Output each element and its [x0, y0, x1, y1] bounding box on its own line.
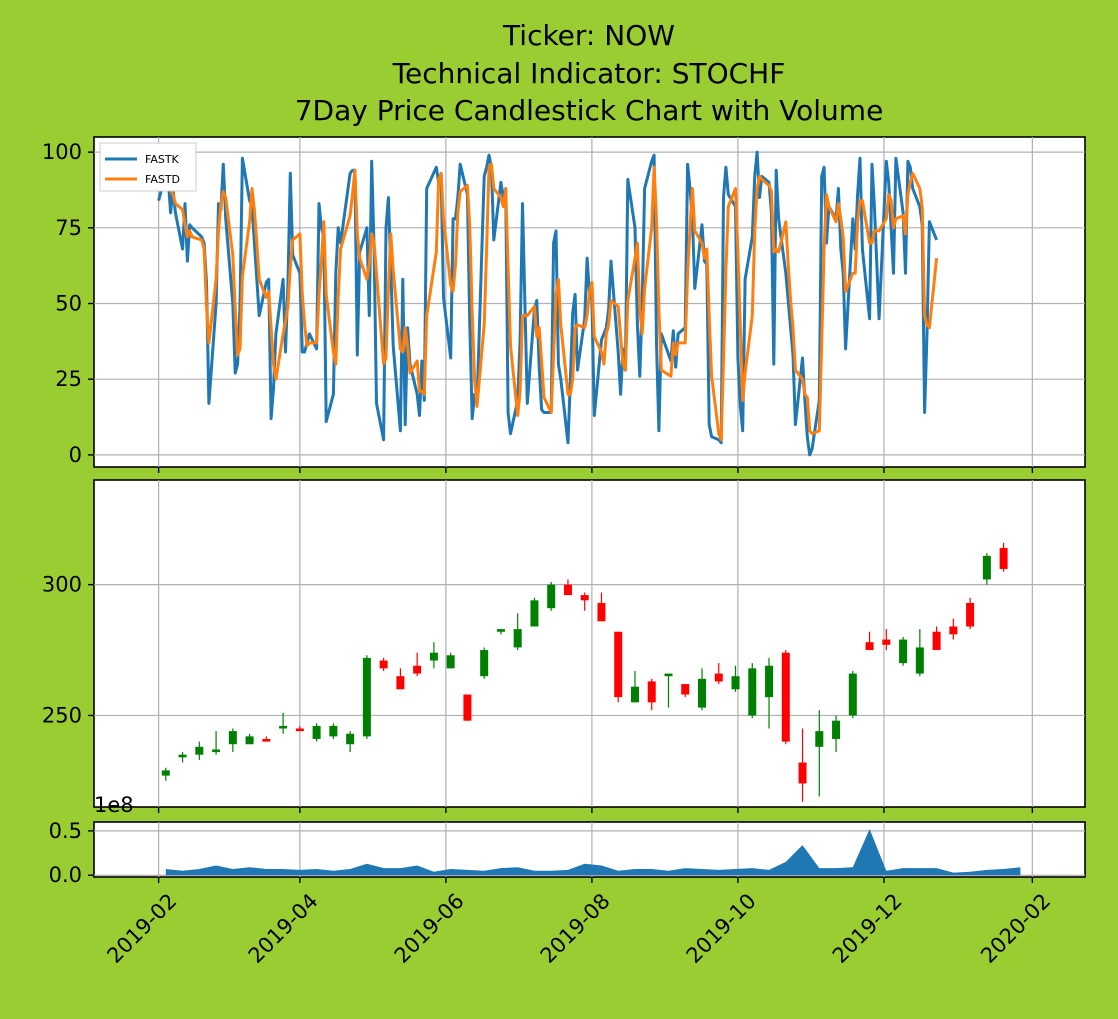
indicator-panel: 0 25 50 75 100 FASTK FASTD — [42, 136, 1086, 473]
candle-body — [329, 725, 338, 737]
candle-body — [999, 548, 1008, 569]
candle-body — [212, 749, 221, 753]
y-tick-label: 300 — [42, 573, 82, 597]
candle-body — [496, 629, 505, 632]
candle-body — [899, 639, 908, 664]
candle-body — [798, 762, 807, 784]
candle-body — [832, 720, 841, 739]
candle-body — [195, 746, 204, 755]
y-tick-label: 50 — [55, 292, 82, 316]
candle-body — [295, 728, 304, 732]
volume-panel: 0.0 0.5 1e8 — [49, 793, 1086, 887]
candle-body — [815, 731, 824, 747]
candle-body — [446, 655, 455, 669]
candle-body — [647, 681, 656, 703]
y-tick-label: 0.5 — [49, 819, 82, 843]
candle-body — [781, 652, 790, 742]
legend-box — [99, 142, 197, 192]
candle-body — [396, 676, 405, 690]
y-tick-label: 0 — [69, 443, 82, 467]
candle-body — [362, 657, 371, 737]
volume-area-fill — [165, 829, 1021, 876]
candle-body — [580, 595, 589, 601]
indicator-lines — [157, 150, 939, 457]
candle-body — [714, 673, 723, 682]
y-tick-label: 250 — [42, 703, 82, 727]
volume-area — [165, 829, 1021, 876]
candle-body — [698, 678, 707, 708]
candle-body — [848, 673, 857, 716]
candle-body — [178, 754, 187, 758]
candle-body — [429, 652, 438, 661]
candle-body — [530, 600, 539, 627]
candle-body — [731, 676, 740, 690]
candle-body — [614, 631, 623, 698]
candle-body — [765, 665, 774, 698]
candle-body — [161, 770, 170, 776]
candle-body — [463, 694, 472, 721]
candle-body — [513, 629, 522, 648]
candle-body — [982, 555, 991, 580]
candle-body — [949, 626, 958, 635]
volume-scale-label: 1e8 — [94, 793, 134, 817]
legend-fastd-label: FASTD — [145, 173, 180, 186]
chart-title-line-1: Ticker: NOW — [502, 19, 675, 52]
y-tick-label: 100 — [42, 140, 82, 164]
chart-title-line-3: 7Day Price Candlestick Chart with Volume — [295, 94, 884, 127]
series-line-fastd — [157, 162, 939, 442]
indicator-y-ticks: 0 25 50 75 100 — [42, 140, 94, 467]
candle-body — [379, 660, 388, 669]
price-panel: 250 300 — [42, 479, 1086, 813]
y-tick-label: 25 — [55, 367, 82, 391]
candle-body — [563, 584, 572, 596]
candle-body — [966, 602, 975, 627]
candle-body — [865, 642, 874, 651]
candle-body — [228, 731, 237, 745]
candle-body — [480, 650, 489, 677]
candle-body — [245, 736, 254, 745]
candle-body — [597, 602, 606, 622]
candle-body — [312, 725, 321, 739]
chart-title-line-2: Technical Indicator: STOCHF — [392, 57, 786, 90]
candle-body — [932, 631, 941, 651]
candle-body — [413, 665, 422, 674]
indicator-legend: FASTK FASTD — [99, 142, 197, 192]
y-tick-label: 0.0 — [49, 863, 82, 887]
candle-body — [279, 725, 288, 729]
candle-body — [547, 584, 556, 609]
series-line-fastk — [157, 150, 938, 457]
legend-fastk-label: FASTK — [145, 153, 180, 166]
volume-y-ticks: 0.0 0.5 — [49, 819, 94, 887]
candle-body — [346, 733, 355, 745]
candle-body — [630, 686, 639, 703]
candle-body — [664, 673, 673, 677]
candle-body — [262, 738, 271, 742]
candle-body — [681, 684, 690, 695]
candle-body — [915, 647, 924, 674]
y-tick-label: 75 — [55, 216, 82, 240]
price-y-ticks: 250 300 — [42, 573, 94, 727]
candle-body — [882, 639, 891, 645]
candle-body — [748, 668, 757, 716]
price-candles — [161, 542, 1008, 802]
